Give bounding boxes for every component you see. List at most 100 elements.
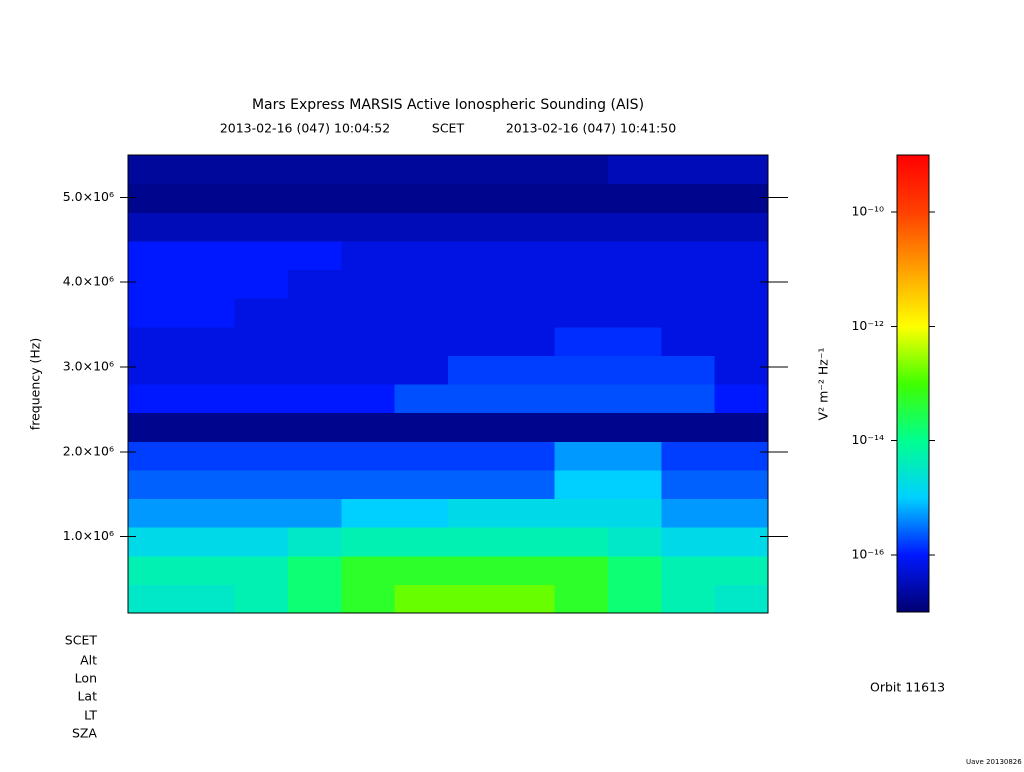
- heatmap-cell: [288, 298, 342, 328]
- x-axis-label: SCET: [65, 633, 98, 648]
- heatmap-cell: [234, 584, 289, 614]
- heatmap-cell: [234, 469, 289, 499]
- heatmap-cell: [661, 469, 716, 499]
- heatmap-cell: [608, 240, 662, 270]
- heatmap-cell: [341, 412, 396, 442]
- heatmap-cell: [448, 441, 502, 471]
- heatmap-cell: [128, 469, 182, 499]
- heatmap-cell: [501, 555, 556, 585]
- heatmap-cell: [181, 469, 236, 499]
- heatmap-cell: [341, 240, 396, 270]
- heatmap-cell: [394, 527, 449, 557]
- heatmap-cell: [128, 240, 182, 270]
- ephemeris-name: SZA: [72, 726, 97, 741]
- chart-title: Mars Express MARSIS Active Ionospheric S…: [252, 97, 644, 113]
- footer-note: Uave 20130826: [966, 758, 1022, 766]
- heatmap-cell: [714, 298, 769, 328]
- heatmap-cell: [501, 441, 556, 471]
- heatmap-cell: [181, 498, 236, 528]
- heatmap-cell: [394, 298, 449, 328]
- heatmap-cell: [288, 355, 342, 385]
- heatmap-cell: [661, 326, 716, 356]
- heatmap-cell: [181, 555, 236, 585]
- heatmap-cell: [288, 584, 342, 614]
- heatmap-cell: [181, 326, 236, 356]
- heatmap-cell: [661, 527, 716, 557]
- start-time: 2013-02-16 (047) 10:04:52: [220, 121, 390, 136]
- heatmap-cell: [128, 527, 182, 557]
- heatmap-cell: [661, 212, 716, 242]
- heatmap-cell: [394, 555, 449, 585]
- heatmap-cell: [608, 527, 662, 557]
- heatmap-cell: [608, 469, 662, 499]
- heatmap-cell: [181, 240, 236, 270]
- heatmap-cell: [661, 498, 716, 528]
- heatmap-cell: [554, 384, 609, 414]
- heatmap-cell: [448, 555, 502, 585]
- heatmap-cell: [288, 240, 342, 270]
- heatmap-cell: [661, 384, 716, 414]
- heatmap-cell: [714, 240, 769, 270]
- heatmap-cell: [181, 269, 236, 299]
- heatmap-cell: [554, 412, 609, 442]
- heatmap-cell: [608, 384, 662, 414]
- heatmap-cell: [714, 326, 769, 356]
- heatmap-cell: [501, 584, 556, 614]
- heatmap-cell: [394, 183, 449, 213]
- heatmap-cell: [501, 155, 556, 185]
- heatmap-cell: [554, 326, 609, 356]
- heatmap-cell: [661, 155, 716, 185]
- heatmap-cell: [661, 183, 716, 213]
- heatmap-cell: [501, 212, 556, 242]
- y-axis-label: frequency (Hz): [28, 338, 43, 430]
- heatmap-cell: [234, 441, 289, 471]
- heatmap-cell: [128, 269, 182, 299]
- heatmap-cell: [341, 498, 396, 528]
- heatmap-cell: [288, 269, 342, 299]
- colorbar-tick-label: 10⁻¹⁴: [851, 432, 884, 447]
- heatmap-cell: [554, 240, 609, 270]
- heatmap-cell: [714, 183, 769, 213]
- heatmap-cell: [288, 555, 342, 585]
- heatmap-cell: [394, 384, 449, 414]
- heatmap-cell: [448, 355, 502, 385]
- heatmap-cell: [288, 384, 342, 414]
- heatmap-cell: [714, 412, 769, 442]
- heatmap-cell: [234, 555, 289, 585]
- heatmap-cell: [128, 298, 182, 328]
- heatmap-cell: [128, 155, 182, 185]
- heatmap-cell: [608, 326, 662, 356]
- heatmap-cell: [554, 555, 609, 585]
- ephemeris-name: Alt: [80, 653, 97, 668]
- heatmap-cell: [608, 155, 662, 185]
- heatmap-cell: [661, 298, 716, 328]
- heatmap-cell: [714, 212, 769, 242]
- heatmap-cell: [554, 527, 609, 557]
- heatmap-cell: [128, 584, 182, 614]
- ephemeris-name: Lat: [77, 689, 97, 704]
- heatmap-cell: [448, 212, 502, 242]
- heatmap-cell: [661, 269, 716, 299]
- heatmap-cell: [288, 498, 342, 528]
- heatmap-cell: [608, 212, 662, 242]
- heatmap-cell: [288, 469, 342, 499]
- heatmap-cell: [234, 527, 289, 557]
- orbit-label: Orbit 11613: [870, 680, 945, 695]
- heatmap-cell: [501, 527, 556, 557]
- heatmap-cell: [661, 412, 716, 442]
- heatmap-cell: [181, 212, 236, 242]
- y-tick-label: 1.0×10⁶: [63, 528, 114, 543]
- heatmap-cell: [288, 183, 342, 213]
- heatmap-cell: [554, 441, 609, 471]
- heatmap-cell: [554, 498, 609, 528]
- heatmap-cell: [234, 269, 289, 299]
- heatmap-cell: [661, 555, 716, 585]
- heatmap-cell: [341, 212, 396, 242]
- heatmap-cell: [501, 469, 556, 499]
- heatmap-cell: [448, 298, 502, 328]
- heatmap-cell: [128, 212, 182, 242]
- heatmap-cell: [128, 555, 182, 585]
- heatmap-cell: [608, 355, 662, 385]
- heatmap-cell: [448, 384, 502, 414]
- heatmap-cell: [501, 240, 556, 270]
